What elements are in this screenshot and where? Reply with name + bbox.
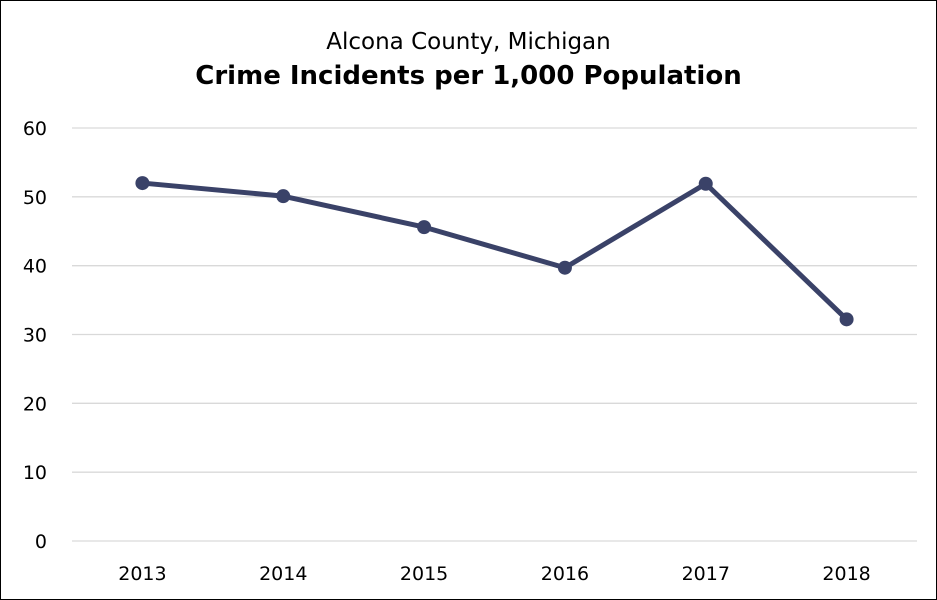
x-tick-label: 2017 [682, 563, 730, 585]
series-line-0 [139, 180, 850, 322]
data-point-2018 [839, 312, 854, 327]
y-tick-label: 10 [23, 462, 47, 484]
x-tick-label: 2013 [118, 563, 166, 585]
x-tick-label: 2014 [259, 563, 307, 585]
y-tick-label: 50 [23, 187, 47, 209]
gridlines [72, 127, 917, 542]
y-tick-label: 30 [23, 325, 47, 347]
y-tick-label: 0 [35, 531, 47, 553]
x-tick-label: 2016 [541, 563, 589, 585]
y-tick-label: 20 [23, 393, 47, 415]
data-point-2013 [135, 176, 150, 191]
y-axis-ticks: 0 10 20 30 40 50 60 [23, 118, 47, 553]
y-tick-label: 60 [23, 118, 47, 140]
chart-subtitle: Alcona County, Michigan [326, 29, 611, 55]
data-point-2016 [557, 260, 572, 275]
data-point-2017 [698, 176, 713, 191]
chart-title: Crime Incidents per 1,000 Population [195, 61, 742, 91]
x-axis-ticks: 2013 2014 2015 2016 2017 2018 [118, 563, 871, 585]
series-layer [135, 176, 854, 327]
y-tick-label: 40 [23, 256, 47, 278]
data-point-2014 [276, 189, 291, 204]
x-tick-label: 2015 [400, 563, 448, 585]
x-tick-label: 2018 [822, 563, 870, 585]
data-point-2015 [417, 220, 432, 235]
